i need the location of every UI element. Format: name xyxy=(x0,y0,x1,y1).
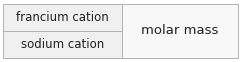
Text: sodium cation: sodium cation xyxy=(21,38,104,51)
Text: molar mass: molar mass xyxy=(141,24,219,38)
Text: francium cation: francium cation xyxy=(16,11,109,24)
FancyBboxPatch shape xyxy=(122,4,238,58)
FancyBboxPatch shape xyxy=(3,4,122,31)
FancyBboxPatch shape xyxy=(3,31,122,58)
